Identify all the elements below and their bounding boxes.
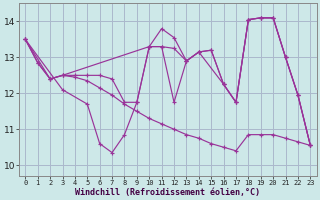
- X-axis label: Windchill (Refroidissement éolien,°C): Windchill (Refroidissement éolien,°C): [75, 188, 260, 197]
